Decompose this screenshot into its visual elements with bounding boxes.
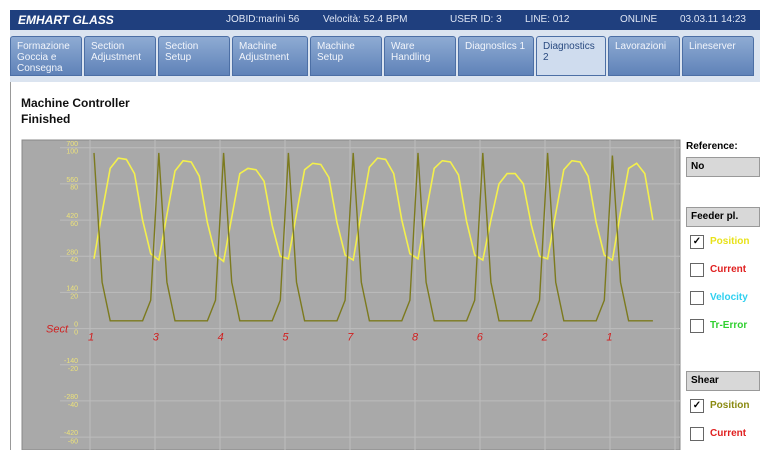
y2-tick-label: 20 bbox=[70, 293, 78, 300]
checkbox-row[interactable]: Current bbox=[686, 423, 760, 447]
section-number: 1 bbox=[88, 332, 94, 344]
checkbox[interactable]: ✓ bbox=[690, 399, 704, 413]
y-tick-label: 0 bbox=[74, 322, 78, 329]
checkbox-label: Current bbox=[710, 264, 747, 275]
checkbox[interactable] bbox=[690, 319, 704, 333]
tab[interactable]: Machine Adjustment bbox=[232, 36, 308, 76]
y2-tick-label: 60 bbox=[70, 221, 78, 228]
job-id: JOBID:marini 56 bbox=[226, 14, 300, 25]
y-tick-label: -280 bbox=[64, 394, 78, 401]
y2-tick-label: 100 bbox=[66, 148, 78, 155]
checkbox-label: Velocity bbox=[710, 292, 748, 303]
y2-tick-label: 40 bbox=[70, 257, 78, 264]
y2-tick-label: 0 bbox=[74, 330, 78, 337]
y-tick-label: -140 bbox=[64, 358, 78, 365]
content-title: Machine Controller bbox=[21, 96, 130, 110]
checkbox-row[interactable]: Tr-Error bbox=[686, 315, 760, 339]
y2-tick-label: 80 bbox=[70, 185, 78, 192]
datetime: 03.03.11 14:23 bbox=[680, 14, 746, 25]
checkbox[interactable] bbox=[690, 263, 704, 277]
group-select[interactable]: Shear bbox=[686, 371, 760, 391]
brand: EMHART GLASS bbox=[18, 13, 114, 27]
y2-tick-label: -40 bbox=[68, 402, 78, 409]
y2-tick-label: -60 bbox=[68, 438, 78, 445]
reference-label: Reference: bbox=[686, 141, 738, 152]
section-number: 3 bbox=[153, 332, 160, 344]
section-number: 1 bbox=[606, 332, 612, 344]
checkbox[interactable]: ✓ bbox=[690, 235, 704, 249]
y-tick-label: 560 bbox=[66, 177, 78, 184]
checkbox-row[interactable]: ✓ Position bbox=[686, 395, 760, 419]
y-tick-label: 140 bbox=[66, 285, 78, 292]
y2-tick-label: -20 bbox=[68, 366, 78, 373]
checkbox-row[interactable]: Current bbox=[686, 259, 760, 283]
tab[interactable]: Formazione Goccia e Consegna bbox=[10, 36, 82, 76]
y-tick-label: 280 bbox=[66, 249, 78, 256]
tab[interactable]: Section Setup bbox=[158, 36, 230, 76]
y-tick-label: 700 bbox=[66, 141, 78, 148]
tab[interactable]: Lineserver bbox=[682, 36, 754, 76]
section-number: 8 bbox=[412, 332, 419, 344]
tab[interactable]: Ware Handling bbox=[384, 36, 456, 76]
user-id: USER ID: 3 bbox=[450, 14, 502, 25]
reference-select[interactable]: No bbox=[686, 157, 760, 177]
speed: Velocità: 52.4 BPM bbox=[323, 14, 408, 25]
checkbox-row[interactable]: Velocity bbox=[686, 287, 760, 311]
checkbox-row[interactable]: ✓ Position bbox=[686, 231, 760, 255]
content: Machine Controller Finished bbox=[10, 82, 760, 450]
checkbox-label: Current bbox=[710, 428, 747, 439]
checkbox-label: Position bbox=[710, 236, 750, 247]
content-status: Finished bbox=[21, 112, 71, 126]
checkbox[interactable] bbox=[690, 291, 704, 305]
tab[interactable]: Diagnostics 1 bbox=[458, 36, 534, 76]
tab-bar: Formazione Goccia e Consegna Section Adju… bbox=[10, 30, 760, 82]
checkbox[interactable] bbox=[690, 427, 704, 441]
status: ONLINE bbox=[620, 14, 658, 25]
tab[interactable]: Machine Setup bbox=[310, 36, 382, 76]
group-select[interactable]: Feeder pl. bbox=[686, 207, 760, 227]
section-number: 6 bbox=[477, 332, 484, 344]
section-number: 2 bbox=[541, 332, 548, 344]
section-number: 5 bbox=[282, 332, 289, 344]
y-tick-label: -420 bbox=[64, 430, 78, 437]
series-line bbox=[93, 157, 654, 263]
checkbox-label: Tr-Error bbox=[710, 320, 748, 331]
sect-label: Sect bbox=[46, 324, 69, 336]
section-number: 4 bbox=[218, 332, 224, 344]
series-line bbox=[93, 152, 653, 322]
checkbox-label: Position bbox=[710, 400, 750, 411]
y-tick-label: 420 bbox=[66, 213, 78, 220]
section-number: 7 bbox=[347, 332, 354, 344]
tab[interactable]: Section Adjustment bbox=[84, 36, 156, 76]
tab[interactable]: Lavorazioni bbox=[608, 36, 680, 76]
tab[interactable]: Diagnostics 2 bbox=[536, 36, 606, 76]
header-bar: EMHART GLASS JOBID:marini 56 Velocità: 5… bbox=[10, 10, 760, 30]
line: LINE: 012 bbox=[525, 14, 570, 25]
